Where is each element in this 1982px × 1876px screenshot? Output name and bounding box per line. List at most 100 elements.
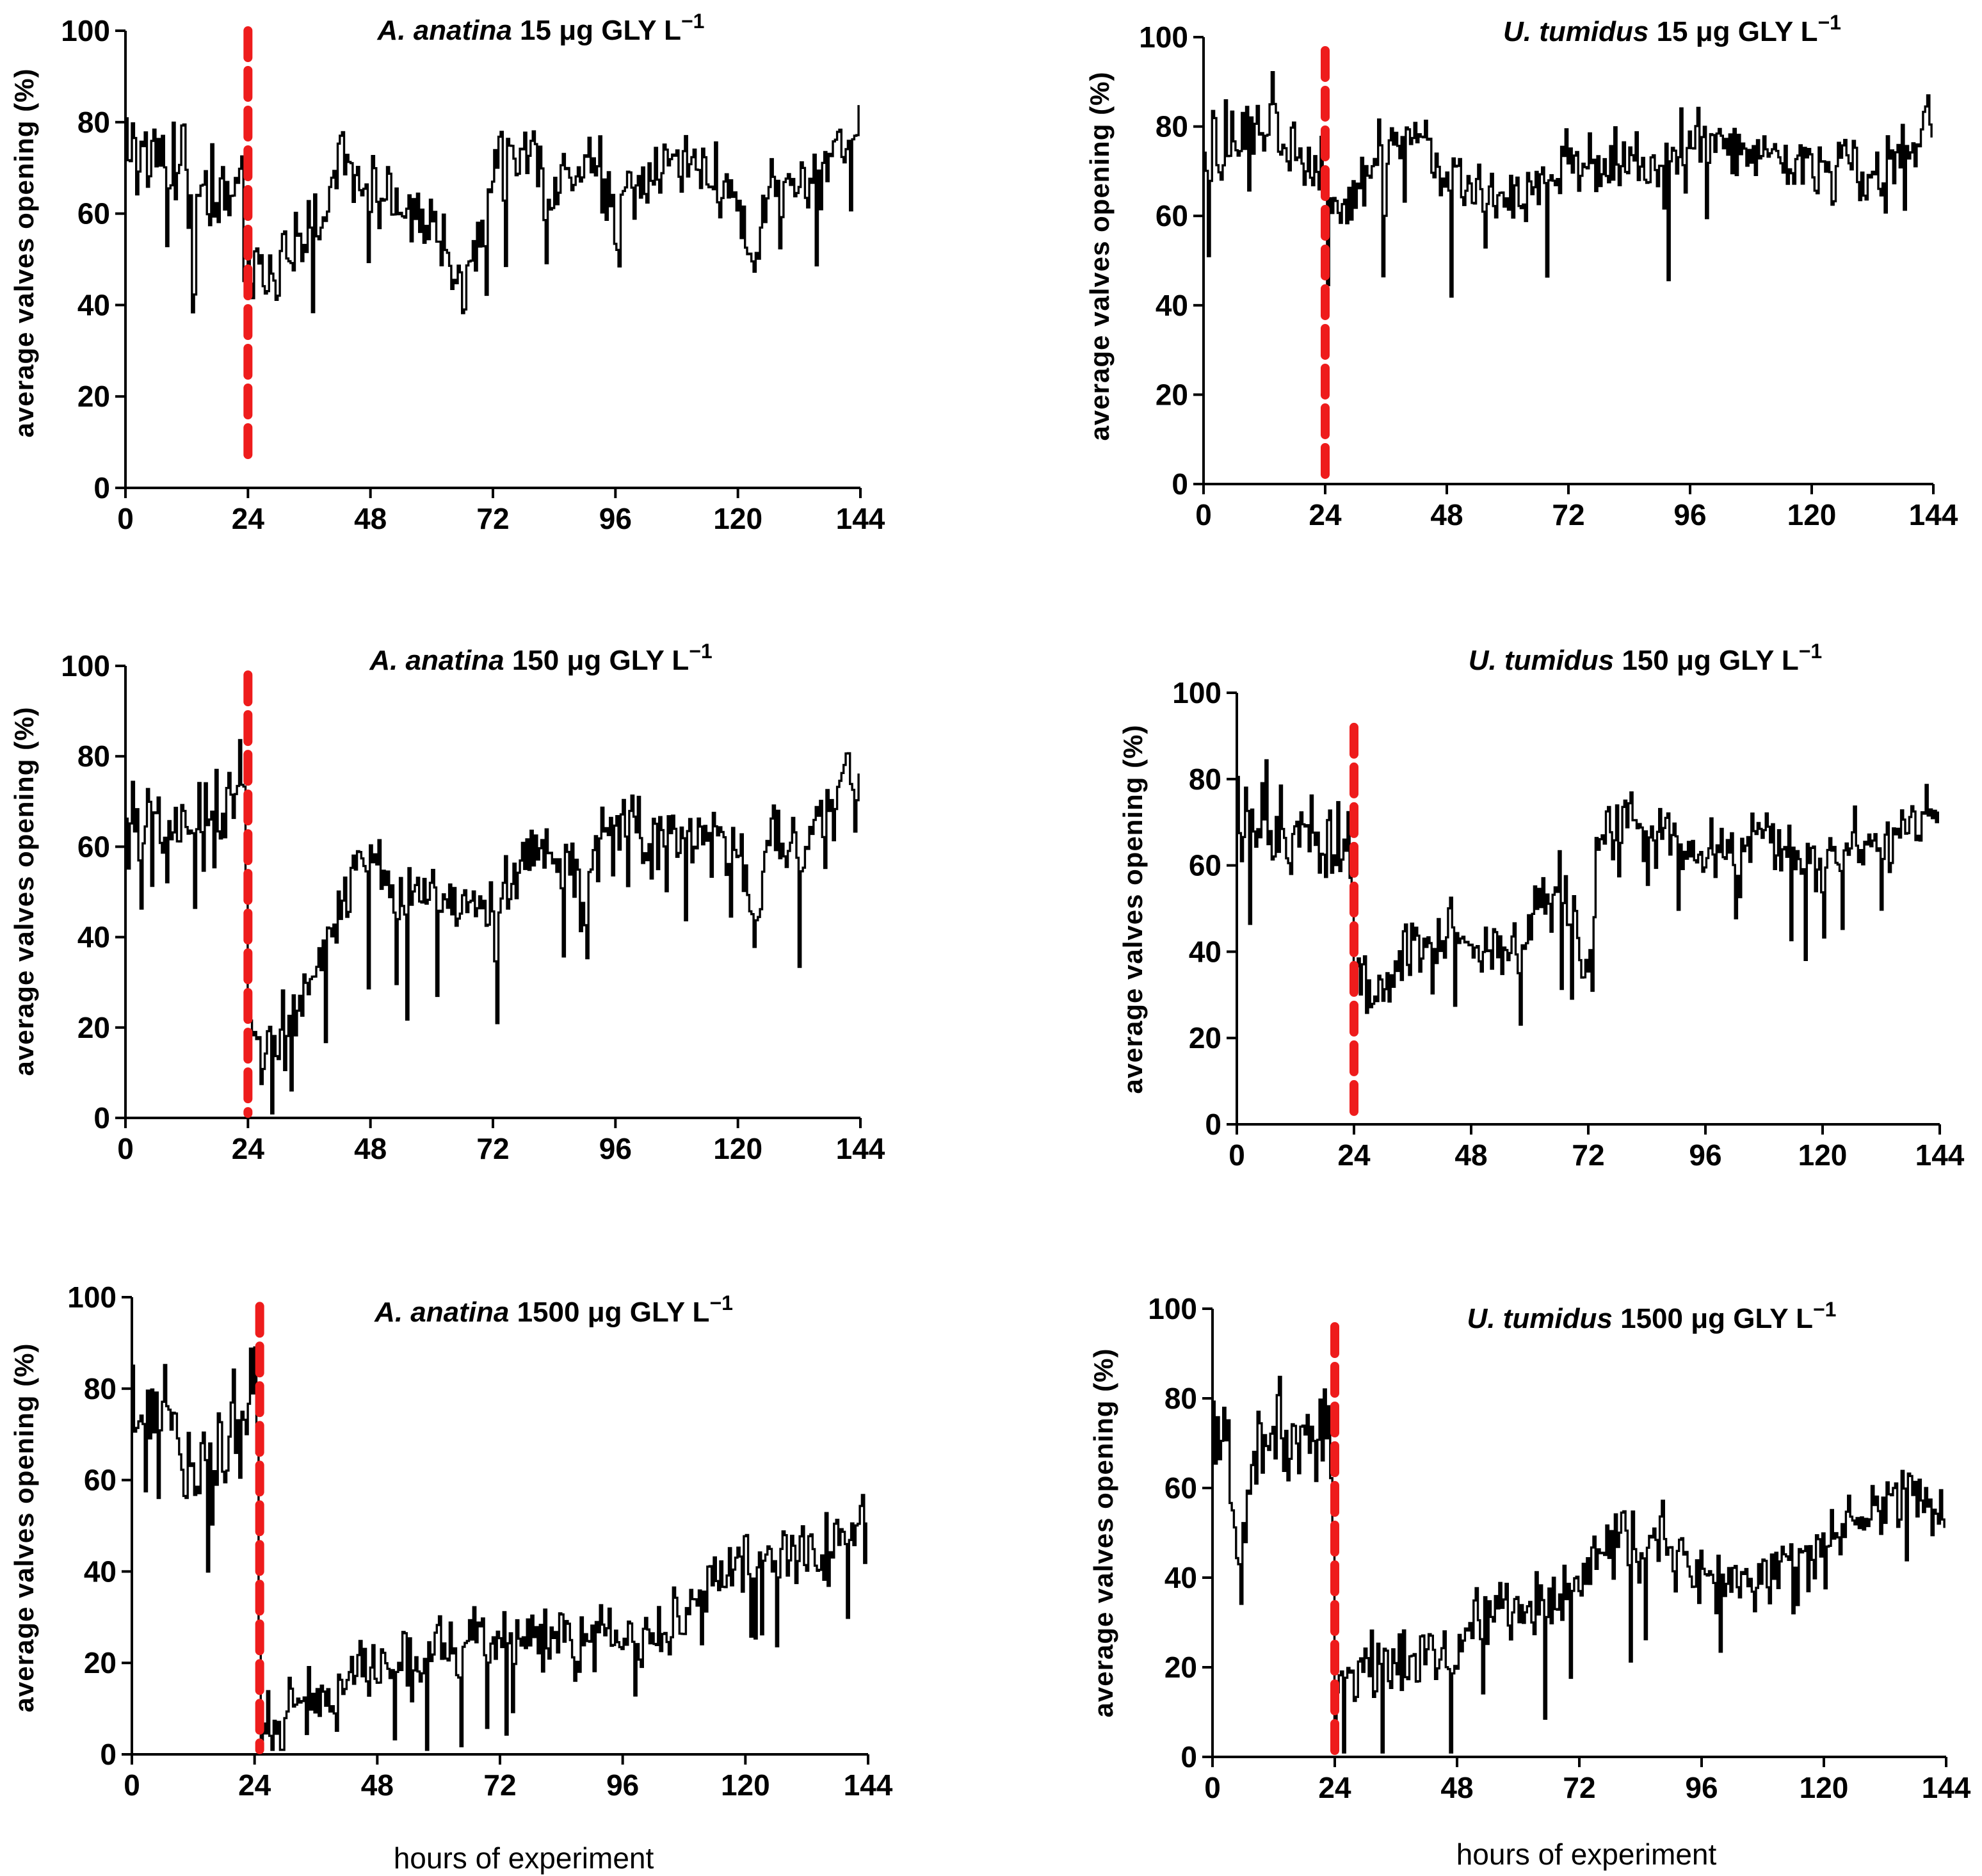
chart-title: U. tumidus 150 μg GLY L−1 [1469, 640, 1822, 676]
x-axis-label-right: hours of experiment [1456, 1838, 1717, 1871]
x-tick-label: 48 [354, 1132, 387, 1165]
chart-title: A. anatina 150 μg GLY L−1 [369, 640, 712, 676]
x-tick-label: 24 [1318, 1771, 1351, 1804]
y-tick-label: 60 [1156, 199, 1188, 232]
title-superscript: −1 [1813, 1298, 1836, 1321]
y-tick-label: 100 [61, 649, 110, 683]
chart-panel-4: 0 20 40 60 80 100 0 24 48 72 96 120 144 average valve… [1118, 640, 1965, 1172]
x-tick-label: 48 [1440, 1771, 1473, 1804]
x-tick-label: 120 [1787, 498, 1837, 531]
y-tick-label: 60 [77, 830, 110, 863]
x-tick-label: 0 [1195, 498, 1212, 531]
y-tick-label: 100 [1172, 676, 1221, 709]
x-tick-label: 24 [232, 1132, 265, 1165]
title-superscript: −1 [1817, 11, 1841, 34]
x-tick-label: 48 [1430, 498, 1463, 531]
x-tick-label: 96 [1673, 498, 1706, 531]
title-superscript: −1 [689, 640, 712, 663]
title-species: U. tumidus [1467, 1303, 1613, 1334]
y-tick-label: 80 [1189, 763, 1221, 796]
y-tick-label: 100 [67, 1281, 117, 1314]
title-species: A. anatina [374, 1297, 509, 1328]
x-tick-label: 72 [483, 1768, 516, 1802]
y-tick-label: 40 [84, 1555, 117, 1588]
y-tick-label: 40 [1189, 935, 1221, 968]
y-tick-label: 20 [77, 380, 110, 413]
series-line [1213, 1375, 1946, 1754]
x-tick-label: 0 [124, 1768, 140, 1802]
x-tick-label: 96 [599, 502, 632, 535]
x-tick-label: 72 [476, 1132, 509, 1165]
y-tick-label: 40 [77, 921, 110, 954]
title-dose: 150 μg GLY L [504, 645, 689, 676]
chart-title: U. tumidus 1500 μg GLY L−1 [1467, 1298, 1837, 1334]
chart-panel-3: 0 20 40 60 80 100 0 24 48 72 96 120 144 average valve… [9, 640, 885, 1165]
title-dose: 15 μg GLY L [512, 15, 681, 46]
chart-title: U. tumidus 15 μg GLY L−1 [1503, 11, 1841, 47]
x-tick-label: 120 [713, 502, 762, 535]
chart-panel-2: 0 20 40 60 80 100 0 24 48 72 96 120 144 average valve… [1084, 11, 1958, 531]
y-tick-label: 100 [61, 14, 110, 47]
x-tick-label: 120 [721, 1768, 770, 1802]
x-tick-label: 96 [599, 1132, 632, 1165]
x-tick-label: 96 [1689, 1138, 1721, 1172]
y-axis-label: average valves opening (%) [9, 707, 39, 1076]
y-tick-label: 60 [77, 197, 110, 230]
y-axis-label: average valves opening (%) [1088, 1348, 1118, 1718]
y-tick-label: 60 [84, 1464, 117, 1497]
y-tick-label: 20 [1164, 1651, 1197, 1684]
x-tick-label: 120 [713, 1132, 762, 1165]
x-tick-label: 48 [361, 1768, 394, 1802]
series-line [132, 1346, 867, 1751]
title-dose: 15 μg GLY L [1648, 16, 1817, 47]
y-tick-label: 0 [93, 1101, 110, 1135]
y-tick-label: 80 [77, 106, 110, 139]
y-tick-label: 80 [1156, 110, 1188, 143]
x-tick-label: 72 [1572, 1138, 1604, 1172]
y-tick-label: 100 [1139, 20, 1188, 54]
x-tick-label: 24 [232, 502, 265, 535]
title-dose: 1500 μg GLY L [509, 1297, 709, 1328]
x-tick-label: 144 [1909, 498, 1958, 531]
y-tick-label: 0 [1205, 1108, 1221, 1141]
title-species: A. anatina [377, 15, 512, 46]
title-superscript: −1 [1799, 640, 1822, 663]
title-species: U. tumidus [1503, 16, 1648, 47]
y-tick-label: 0 [93, 471, 110, 505]
series-line [1204, 71, 1933, 298]
x-tick-label: 72 [1552, 498, 1584, 531]
title-species: A. anatina [369, 645, 504, 676]
y-axis-label: average valves opening (%) [1084, 72, 1115, 441]
y-tick-label: 40 [1164, 1561, 1197, 1594]
title-dose: 150 μg GLY L [1614, 645, 1799, 676]
y-tick-label: 0 [1180, 1740, 1197, 1774]
series-line [1237, 759, 1939, 1026]
x-tick-label: 96 [1685, 1771, 1718, 1804]
y-tick-label: 80 [84, 1372, 117, 1405]
y-tick-label: 80 [77, 740, 110, 773]
title-superscript: −1 [681, 10, 704, 33]
y-tick-label: 80 [1164, 1382, 1197, 1415]
chart-title: A. anatina 1500 μg GLY L−1 [374, 1291, 733, 1328]
x-tick-label: 48 [1454, 1138, 1487, 1172]
x-tick-label: 144 [836, 502, 885, 535]
x-tick-label: 0 [117, 1132, 134, 1165]
y-tick-label: 0 [100, 1738, 117, 1771]
x-tick-label: 120 [1798, 1138, 1848, 1172]
y-axis-label: average valves opening (%) [9, 1343, 39, 1713]
x-tick-label: 144 [844, 1768, 893, 1802]
chart-title: A. anatina 15 μg GLY L−1 [377, 10, 705, 46]
x-tick-label: 96 [606, 1768, 639, 1802]
x-tick-label: 24 [1337, 1138, 1371, 1172]
x-tick-label: 144 [836, 1132, 885, 1165]
x-tick-label: 144 [1915, 1138, 1965, 1172]
x-tick-label: 0 [117, 502, 134, 535]
y-tick-label: 20 [1189, 1021, 1221, 1055]
y-tick-label: 0 [1172, 467, 1188, 501]
series-line [125, 739, 860, 1115]
y-tick-label: 20 [1156, 378, 1188, 411]
title-superscript: −1 [709, 1291, 732, 1314]
x-tick-label: 120 [1800, 1771, 1849, 1804]
x-tick-label: 144 [1922, 1771, 1971, 1804]
